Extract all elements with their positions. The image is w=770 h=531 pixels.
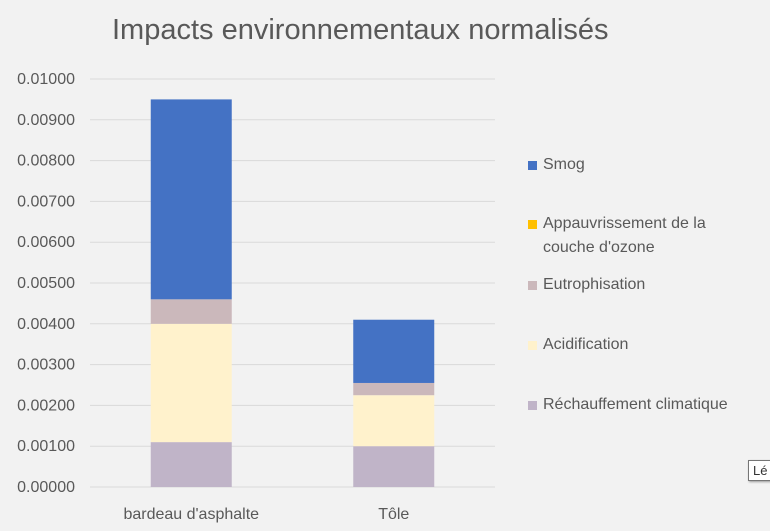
legend-label: Eutrophisation [543, 276, 646, 293]
bar-segment [150, 442, 232, 487]
legend-item-smog[interactable]: Smog [528, 153, 768, 177]
legend-item-acidification[interactable]: Acidification [528, 333, 768, 357]
legend-item-ozone[interactable]: Appauvrissement de la couche d'ozone [528, 212, 768, 260]
y-tick-label: 0.00100 [17, 438, 75, 455]
x-tick-label: bardeau d'asphalte [123, 506, 259, 523]
y-tick-label: 0.00800 [17, 153, 75, 170]
y-tick-label: 0.01000 [17, 71, 75, 88]
bar-segment [150, 99, 232, 300]
tooltip: Lé [748, 460, 770, 481]
y-tick-label: 0.00300 [17, 357, 75, 374]
bar-segment [150, 299, 232, 324]
y-tick-label: 0.00600 [17, 234, 75, 251]
y-tick-label: 0.00000 [17, 479, 75, 496]
y-tick-label: 0.00500 [17, 275, 75, 292]
legend-label-line: Appauvrissement de la [543, 215, 706, 232]
bar-segment [353, 382, 435, 396]
legend-label: Appauvrissement de la couche d'ozone [543, 212, 706, 260]
legend-label-line: couche d'ozone [543, 239, 655, 256]
legend-swatch-ozone [528, 220, 537, 229]
legend-item-eutrophisation[interactable]: Eutrophisation [528, 273, 768, 297]
legend-label: Réchauffement climatique [543, 396, 728, 413]
y-tick-label: 0.00700 [17, 193, 75, 210]
bar-segment [353, 395, 435, 447]
legend-swatch-rechauffement [528, 401, 537, 410]
legend-label: Acidification [543, 336, 629, 353]
bar-segment [353, 446, 435, 487]
legend-swatch-acidification [528, 341, 537, 350]
y-tick-label: 0.00400 [17, 316, 75, 333]
legend-label: Smog [543, 156, 585, 173]
bar-segment [150, 323, 232, 443]
chart-title: Impacts environnementaux normalisés [112, 14, 609, 46]
y-tick-label: 0.00200 [17, 397, 75, 414]
y-tick-label: 0.00900 [17, 112, 75, 129]
legend-swatch-eutrophisation [528, 281, 537, 290]
bar-segment [353, 319, 435, 383]
x-tick-label: Tôle [378, 506, 409, 523]
legend-swatch-smog [528, 161, 537, 170]
legend-item-rechauffement[interactable]: Réchauffement climatique [528, 393, 768, 417]
